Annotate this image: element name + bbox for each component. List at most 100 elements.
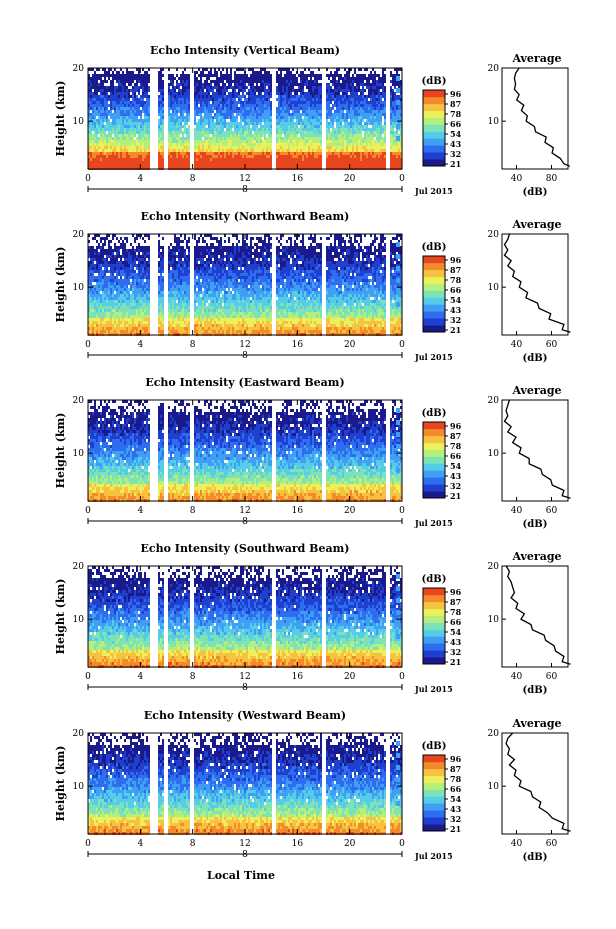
heatmap-cell [334,143,336,146]
heatmap-cell [260,164,262,167]
heatmap-cell [304,77,306,80]
heatmap-cell [384,161,386,164]
heatmap-cell [300,80,302,83]
heatmap-cell [160,89,162,92]
heatmap-cell [380,101,382,104]
heatmap-cell [178,101,180,104]
heatmap-cell [174,134,176,137]
heatmap-cell [288,161,290,164]
heatmap-cell [122,95,124,98]
heatmap-cell [280,95,282,98]
heatmap-cell [140,80,142,83]
heatmap-cell [258,122,260,125]
heatmap-cell [246,134,248,137]
heatmap-cell [234,116,236,119]
heatmap-cell [90,89,92,92]
panel-title: Echo Intensity (Northward Beam) [141,210,350,223]
heatmap-cell [282,161,284,164]
heatmap-cell [142,119,144,122]
heatmap-cell [326,246,328,249]
heatmap-cell [250,101,252,104]
heatmap-cell [206,140,208,143]
heatmap-cell [188,146,190,149]
heatmap-cell [120,113,122,116]
heatmap-cell [238,152,240,155]
heatmap-cell [368,161,370,164]
heatmap-cell [348,95,350,98]
heatmap-cell [342,140,344,143]
heatmap-cell [214,92,216,95]
heatmap-cell [176,122,178,125]
heatmap-cell [354,98,356,101]
heatmap-cell [286,152,288,155]
heatmap-cell [214,131,216,134]
heatmap-cell [364,113,366,116]
heatmap-cell [258,240,260,243]
heatmap-cell [360,95,362,98]
heatmap-cell [234,134,236,137]
heatmap-cell [114,89,116,92]
heatmap-cell [106,161,108,164]
heatmap-cell [356,134,358,137]
heatmap-cell [262,119,264,122]
heatmap-cell [392,104,394,107]
heatmap-cell [144,249,146,252]
heatmap-cell [128,116,130,119]
heatmap-cell [176,155,178,158]
heatmap-cell [146,110,148,113]
heatmap-cell [290,83,292,86]
heatmap-cell [372,143,374,146]
heatmap-cell [292,119,294,122]
heatmap-cell [280,140,282,143]
heatmap-cell [168,149,170,152]
heatmap-cell [320,246,322,249]
heatmap-cell [200,164,202,167]
heatmap-cell [236,143,238,146]
heatmap-cell [318,125,320,128]
heatmap-cell [240,86,242,89]
heatmap-cell [242,116,244,119]
heatmap-cell [310,125,312,128]
heatmap-cell [246,128,248,131]
heatmap-cell [168,104,170,107]
heatmap-cell [110,240,112,243]
heatmap-cell [380,83,382,86]
heatmap-cell [216,98,218,101]
heatmap-cell [396,152,398,155]
heatmap-cell [106,155,108,158]
heatmap-cell [264,149,266,152]
heatmap-cell [352,122,354,125]
heatmap-cell [236,110,238,113]
heatmap-cell [348,134,350,137]
heatmap-cell [320,74,322,77]
heatmap-cell [116,92,118,95]
heatmap-cell [282,155,284,158]
heatmap-cell [224,161,226,164]
heatmap-cell [382,104,384,107]
heatmap-cell [380,140,382,143]
colorbar-segment [423,145,445,152]
heatmap-cell [98,116,100,119]
heatmap-cell [100,83,102,86]
heatmap-cell [396,131,398,134]
heatmap-cell [378,77,380,80]
heatmap-cell [198,158,200,161]
heatmap-cell [300,164,302,167]
heatmap-cell [158,128,160,131]
heatmap-cell [122,249,124,252]
heatmap-cell [352,155,354,158]
heatmap-cell [96,158,98,161]
heatmap-cell [238,113,240,116]
heatmap-cell [206,122,208,125]
heatmap-cell [252,98,254,101]
heatmap-cell [304,140,306,143]
heatmap-cell [146,134,148,137]
heatmap-cell [106,122,108,125]
heatmap-cell [328,101,330,104]
heatmap-cell [188,137,190,140]
heatmap-cell [228,164,230,167]
heatmap-cell [208,71,210,74]
heatmap-cell [216,74,218,77]
heatmap-cell [220,128,222,131]
heatmap-cell [108,74,110,77]
